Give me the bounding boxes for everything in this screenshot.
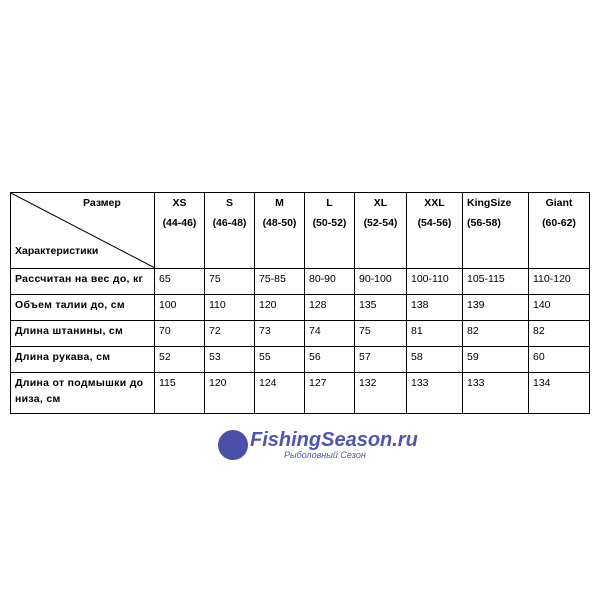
size-chart-table: Размер Характеристики XS (44-46) S (46-48)… [10,192,590,414]
value-cell: 82 [528,320,590,347]
value-cell: 75-85 [254,268,305,295]
size-header-l: L (50-52) [304,192,355,269]
value-cell: 73 [254,320,305,347]
value-cell: 128 [304,294,355,321]
table-row: Длина штанины, см 70 72 73 74 75 81 82 82 [10,320,590,347]
diagonal-line [11,193,155,268]
value-cell: 134 [528,372,590,414]
globe-fish-icon [218,430,248,460]
size-header-xl: XL (52-54) [354,192,407,269]
row-label: Длина рукава, см [10,346,155,373]
size-header-giant: Giant (60-62) [528,192,590,269]
value-cell: 100 [154,294,205,321]
value-cell: 65 [154,268,205,295]
value-cell: 72 [204,320,255,347]
value-cell: 138 [406,294,463,321]
value-cell: 140 [528,294,590,321]
value-cell: 120 [204,372,255,414]
value-cell: 133 [462,372,529,414]
table-row: Длина рукава, см 52 53 55 56 57 58 59 60 [10,346,590,373]
size-header-m: M (48-50) [254,192,305,269]
value-cell: 82 [462,320,529,347]
header-row: Размер Характеристики XS (44-46) S (46-48)… [10,192,590,269]
table-row: Объем талии до, см 100 110 120 128 135 138 139 1… [10,294,590,321]
row-label: Длина от подмышки до низа, см [10,372,155,414]
size-header-xs: XS (44-46) [154,192,205,269]
value-cell: 56 [304,346,355,373]
value-cell: 81 [406,320,463,347]
size-header-kingsize: KingSize (56-58) [462,192,529,269]
value-cell: 75 [354,320,407,347]
row-label: Длина штанины, см [10,320,155,347]
value-cell: 100-110 [406,268,463,295]
value-cell: 127 [304,372,355,414]
value-cell: 105-115 [462,268,529,295]
size-header-s: S (46-48) [204,192,255,269]
characteristics-heading: Характеристики [15,245,99,257]
value-cell: 70 [154,320,205,347]
value-cell: 60 [528,346,590,373]
value-cell: 80-90 [304,268,355,295]
value-cell: 133 [406,372,463,414]
value-cell: 139 [462,294,529,321]
row-label: Объем талии до, см [10,294,155,321]
corner-cell: Размер Характеристики [10,192,155,269]
watermark-title: FishingSeason.ru [250,429,418,451]
value-cell: 53 [204,346,255,373]
value-cell: 115 [154,372,205,414]
watermark-logo: FishingSeason.ru Рыболовный Сезон [218,430,418,460]
value-cell: 52 [154,346,205,373]
table-row: Длина от подмышки до низа, см 115 120 124 12… [10,372,590,414]
value-cell: 74 [304,320,355,347]
row-label: Рассчитан на вес до, кг [10,268,155,295]
watermark-subtitle: Рыболовный Сезон [284,450,366,460]
value-cell: 110 [204,294,255,321]
size-heading: Размер [83,197,121,209]
value-cell: 110-120 [528,268,590,295]
value-cell: 132 [354,372,407,414]
value-cell: 55 [254,346,305,373]
size-header-xxl: XXL (54-56) [406,192,463,269]
value-cell: 90-100 [354,268,407,295]
value-cell: 59 [462,346,529,373]
value-cell: 75 [204,268,255,295]
table-row: Рассчитан на вес до, кг 65 75 75-85 80-90 90… [10,268,590,295]
value-cell: 124 [254,372,305,414]
value-cell: 135 [354,294,407,321]
value-cell: 57 [354,346,407,373]
value-cell: 58 [406,346,463,373]
value-cell: 120 [254,294,305,321]
